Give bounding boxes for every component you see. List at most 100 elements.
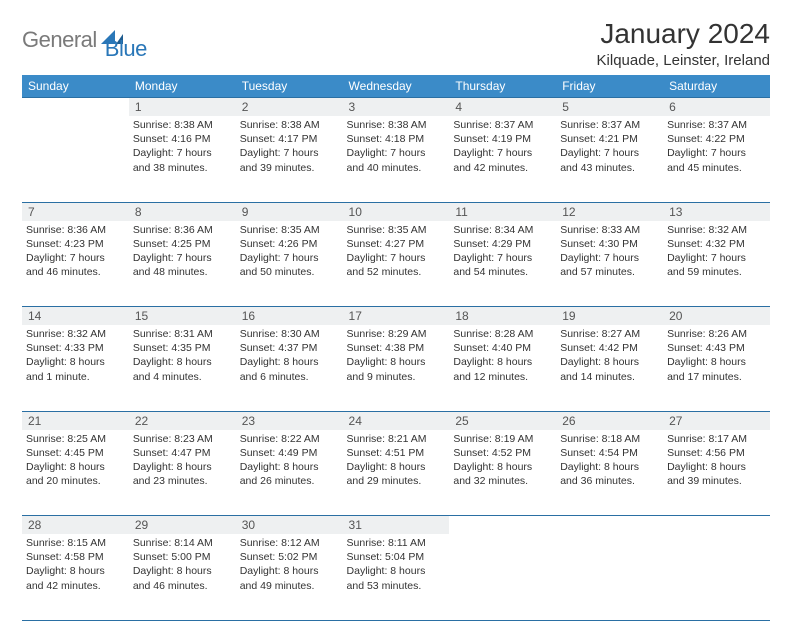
sunrise-text: Sunrise: 8:36 AM [133,223,232,237]
day-details: Sunrise: 8:31 AMSunset: 4:35 PMDaylight:… [133,327,232,384]
sunrise-text: Sunrise: 8:26 AM [667,327,766,341]
day-cell: Sunrise: 8:32 AMSunset: 4:32 PMDaylight:… [663,221,770,307]
daylight-text: Daylight: 8 hours and 17 minutes. [667,355,766,383]
daylight-text: Daylight: 7 hours and 46 minutes. [26,251,125,279]
day-number: 13 [663,202,770,221]
daylight-text: Daylight: 7 hours and 38 minutes. [133,146,232,174]
sunrise-text: Sunrise: 8:15 AM [26,536,125,550]
day-cell: Sunrise: 8:25 AMSunset: 4:45 PMDaylight:… [22,430,129,516]
day-cell: Sunrise: 8:23 AMSunset: 4:47 PMDaylight:… [129,430,236,516]
sunset-text: Sunset: 4:42 PM [560,341,659,355]
day-details: Sunrise: 8:25 AMSunset: 4:45 PMDaylight:… [26,432,125,489]
day-details: Sunrise: 8:36 AMSunset: 4:23 PMDaylight:… [26,223,125,280]
day-cell: Sunrise: 8:35 AMSunset: 4:27 PMDaylight:… [343,221,450,307]
sunset-text: Sunset: 4:17 PM [240,132,339,146]
daynum-row: 28293031 [22,516,770,535]
daylight-text: Daylight: 7 hours and 40 minutes. [347,146,446,174]
day-cell: Sunrise: 8:34 AMSunset: 4:29 PMDaylight:… [449,221,556,307]
daylight-text: Daylight: 8 hours and 4 minutes. [133,355,232,383]
daynum-row: 123456 [22,98,770,117]
sunrise-text: Sunrise: 8:36 AM [26,223,125,237]
day-number: 1 [129,98,236,117]
day-cell: Sunrise: 8:31 AMSunset: 4:35 PMDaylight:… [129,325,236,411]
sunrise-text: Sunrise: 8:35 AM [240,223,339,237]
sunrise-text: Sunrise: 8:14 AM [133,536,232,550]
sunset-text: Sunset: 4:25 PM [133,237,232,251]
day-number: 17 [343,307,450,326]
day-details: Sunrise: 8:18 AMSunset: 4:54 PMDaylight:… [560,432,659,489]
weekday-tuesday: Tuesday [236,75,343,98]
sunrise-text: Sunrise: 8:38 AM [133,118,232,132]
day-number [556,516,663,535]
day-details: Sunrise: 8:30 AMSunset: 4:37 PMDaylight:… [240,327,339,384]
daylight-text: Daylight: 8 hours and 6 minutes. [240,355,339,383]
sunrise-text: Sunrise: 8:35 AM [347,223,446,237]
day-content-row: Sunrise: 8:38 AMSunset: 4:16 PMDaylight:… [22,116,770,202]
day-details: Sunrise: 8:38 AMSunset: 4:18 PMDaylight:… [347,118,446,175]
sunset-text: Sunset: 5:00 PM [133,550,232,564]
day-number: 3 [343,98,450,117]
day-number: 25 [449,411,556,430]
sunrise-text: Sunrise: 8:38 AM [347,118,446,132]
day-cell: Sunrise: 8:30 AMSunset: 4:37 PMDaylight:… [236,325,343,411]
day-cell [663,534,770,620]
day-content-row: Sunrise: 8:36 AMSunset: 4:23 PMDaylight:… [22,221,770,307]
weekday-header-row: Sunday Monday Tuesday Wednesday Thursday… [22,75,770,98]
day-details: Sunrise: 8:27 AMSunset: 4:42 PMDaylight:… [560,327,659,384]
sunrise-text: Sunrise: 8:27 AM [560,327,659,341]
day-number: 18 [449,307,556,326]
weekday-thursday: Thursday [449,75,556,98]
day-cell [556,534,663,620]
day-cell [22,116,129,202]
day-cell: Sunrise: 8:12 AMSunset: 5:02 PMDaylight:… [236,534,343,620]
sunrise-text: Sunrise: 8:38 AM [240,118,339,132]
daylight-text: Daylight: 7 hours and 43 minutes. [560,146,659,174]
day-cell: Sunrise: 8:38 AMSunset: 4:18 PMDaylight:… [343,116,450,202]
sunset-text: Sunset: 4:51 PM [347,446,446,460]
sunrise-text: Sunrise: 8:23 AM [133,432,232,446]
day-details: Sunrise: 8:11 AMSunset: 5:04 PMDaylight:… [347,536,446,593]
day-details: Sunrise: 8:32 AMSunset: 4:32 PMDaylight:… [667,223,766,280]
sunset-text: Sunset: 4:32 PM [667,237,766,251]
sunrise-text: Sunrise: 8:17 AM [667,432,766,446]
day-details: Sunrise: 8:33 AMSunset: 4:30 PMDaylight:… [560,223,659,280]
daylight-text: Daylight: 8 hours and 26 minutes. [240,460,339,488]
daylight-text: Daylight: 7 hours and 45 minutes. [667,146,766,174]
daylight-text: Daylight: 8 hours and 20 minutes. [26,460,125,488]
day-details: Sunrise: 8:22 AMSunset: 4:49 PMDaylight:… [240,432,339,489]
day-cell: Sunrise: 8:11 AMSunset: 5:04 PMDaylight:… [343,534,450,620]
daynum-row: 14151617181920 [22,307,770,326]
sunrise-text: Sunrise: 8:18 AM [560,432,659,446]
daylight-text: Daylight: 7 hours and 50 minutes. [240,251,339,279]
month-title: January 2024 [597,18,770,50]
day-number: 12 [556,202,663,221]
day-cell: Sunrise: 8:32 AMSunset: 4:33 PMDaylight:… [22,325,129,411]
day-cell: Sunrise: 8:38 AMSunset: 4:16 PMDaylight:… [129,116,236,202]
day-cell: Sunrise: 8:29 AMSunset: 4:38 PMDaylight:… [343,325,450,411]
daynum-row: 21222324252627 [22,411,770,430]
sunset-text: Sunset: 4:52 PM [453,446,552,460]
sunrise-text: Sunrise: 8:29 AM [347,327,446,341]
weekday-saturday: Saturday [663,75,770,98]
day-number: 27 [663,411,770,430]
sunrise-text: Sunrise: 8:22 AM [240,432,339,446]
sunset-text: Sunset: 4:47 PM [133,446,232,460]
day-details: Sunrise: 8:17 AMSunset: 4:56 PMDaylight:… [667,432,766,489]
day-content-row: Sunrise: 8:32 AMSunset: 4:33 PMDaylight:… [22,325,770,411]
day-cell: Sunrise: 8:15 AMSunset: 4:58 PMDaylight:… [22,534,129,620]
sunrise-text: Sunrise: 8:12 AM [240,536,339,550]
day-number: 29 [129,516,236,535]
day-details: Sunrise: 8:28 AMSunset: 4:40 PMDaylight:… [453,327,552,384]
day-number: 26 [556,411,663,430]
daylight-text: Daylight: 8 hours and 39 minutes. [667,460,766,488]
day-number: 22 [129,411,236,430]
daylight-text: Daylight: 8 hours and 49 minutes. [240,564,339,592]
day-number: 2 [236,98,343,117]
day-cell: Sunrise: 8:33 AMSunset: 4:30 PMDaylight:… [556,221,663,307]
day-number [22,98,129,117]
sunset-text: Sunset: 5:02 PM [240,550,339,564]
sunrise-text: Sunrise: 8:30 AM [240,327,339,341]
day-cell: Sunrise: 8:17 AMSunset: 4:56 PMDaylight:… [663,430,770,516]
day-details: Sunrise: 8:38 AMSunset: 4:16 PMDaylight:… [133,118,232,175]
day-number: 21 [22,411,129,430]
